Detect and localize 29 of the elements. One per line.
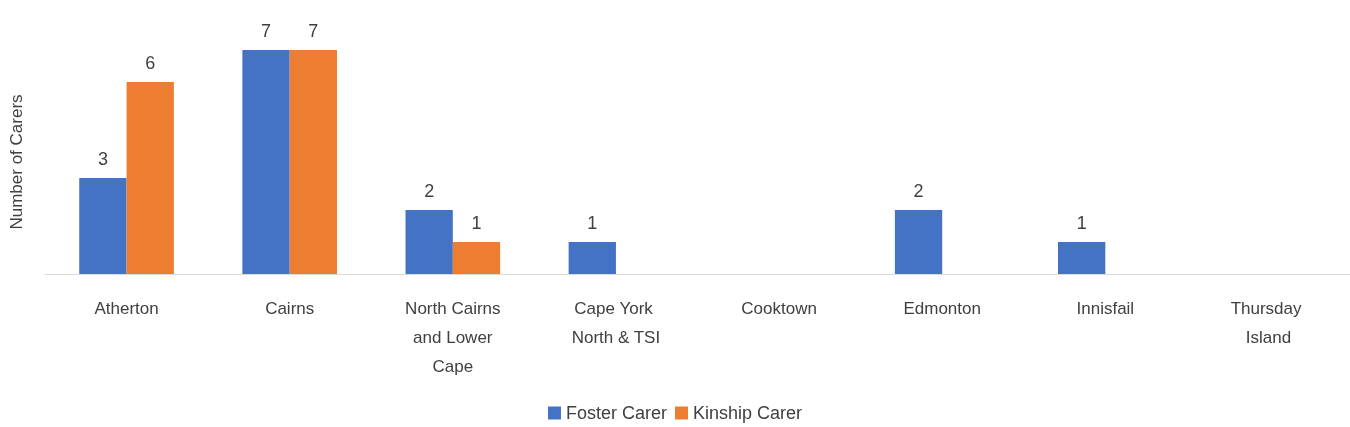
x-tick-label: Innisfail: [1076, 299, 1135, 318]
bar: [405, 210, 453, 274]
data-label: 2: [913, 181, 924, 201]
data-label: 7: [308, 21, 319, 41]
data-label: 7: [261, 21, 272, 41]
bar: [1058, 242, 1106, 274]
bar: [894, 210, 943, 274]
data-label: 1: [587, 213, 598, 233]
data-label: 3: [97, 149, 108, 169]
data-label: 1: [471, 213, 482, 233]
x-tick-label: Edmonton: [903, 299, 981, 318]
bar: [452, 242, 501, 274]
data-label: 1: [1076, 213, 1087, 233]
x-tick-label: Cooktown: [741, 299, 817, 318]
data-label: 2: [424, 181, 435, 201]
bar: [126, 82, 174, 274]
x-tick-label: Thursday Island: [1230, 299, 1307, 347]
x-tick-label: North Cairns and Lower Cape: [405, 299, 501, 376]
bar: [289, 50, 337, 274]
legend-label: Foster Carer: [565, 403, 667, 423]
bar: [568, 242, 616, 274]
bar: [79, 178, 127, 274]
y-axis-title: Number of Carers: [7, 94, 26, 230]
legend-label: Kinship Carer: [692, 403, 803, 423]
x-tick-label: Cape York North & TSI: [571, 299, 661, 347]
x-tick-label: Cairns: [265, 299, 315, 318]
bar: [242, 50, 290, 274]
data-label: 6: [145, 53, 156, 73]
x-tick-label: Atherton: [94, 299, 159, 318]
